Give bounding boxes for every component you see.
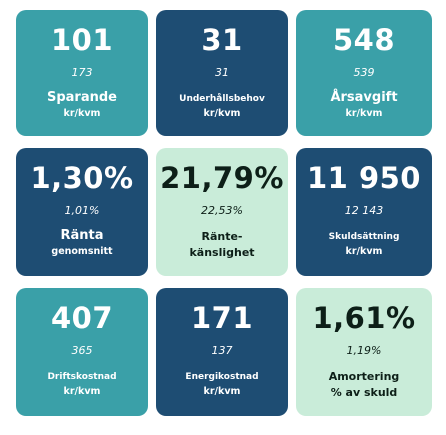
- tile-label: Driftskostnad: [47, 372, 117, 382]
- tile-previous-value: 22,53%: [201, 204, 243, 217]
- tile-value: 1,61%: [312, 301, 416, 335]
- tile-previous-value: 1,01%: [64, 204, 100, 217]
- tile-sublabel: kr/kvm: [203, 386, 241, 397]
- tile-label: Sparande: [46, 90, 117, 105]
- tile-sublabel: känslighet: [189, 246, 255, 259]
- tile-energikostnad: 171 137 Energikostnad kr/kvm: [156, 288, 288, 416]
- tile-previous-value: 365: [71, 344, 93, 357]
- tile-label: Energikostnad: [185, 372, 259, 382]
- tile-value: 11 950: [307, 161, 421, 195]
- tile-value: 171: [190, 301, 254, 335]
- tile-previous-value: 12 143: [344, 204, 384, 217]
- tile-label: Underhållsbehov: [179, 94, 265, 104]
- tile-sublabel: kr/kvm: [345, 246, 383, 257]
- tile-sublabel: kr/kvm: [63, 108, 101, 119]
- tile-previous-value: 539: [353, 66, 375, 79]
- tile-underhallsbehov: 31 31 Underhållsbehov kr/kvm: [156, 10, 288, 136]
- tile-sublabel: kr/kvm: [63, 386, 101, 397]
- tile-skuldsattning: 11 950 12 143 Skuldsättning kr/kvm: [296, 148, 432, 276]
- tile-label: Ränta: [60, 228, 104, 243]
- tile-value: 1,30%: [30, 161, 134, 195]
- tile-previous-value: 31: [215, 66, 229, 79]
- tile-value: 407: [50, 301, 114, 335]
- tile-previous-value: 173: [71, 66, 93, 79]
- tile-label: Skuldsättning: [328, 232, 400, 242]
- tile-value: 101: [50, 23, 114, 57]
- tile-amortering: 1,61% 1,19% Amortering % av skuld: [296, 288, 432, 416]
- tile-sublabel: % av skuld: [330, 386, 398, 399]
- tile-sublabel: kr/kvm: [203, 108, 241, 119]
- tile-label: Årsavgift: [330, 90, 398, 105]
- tile-sublabel: genomsnitt: [51, 246, 113, 257]
- tile-previous-value: 1,19%: [346, 344, 382, 357]
- tile-value: 548: [332, 23, 396, 57]
- tile-label: Ränte-: [201, 230, 243, 243]
- tile-ranta: 1,30% 1,01% Ränta genomsnitt: [16, 148, 148, 276]
- tile-driftskostnad: 407 365 Driftskostnad kr/kvm: [16, 288, 148, 416]
- tile-rantekanslighet: 21,79% 22,53% Ränte- känslighet: [156, 148, 288, 276]
- tile-previous-value: 137: [211, 344, 233, 357]
- tile-value: 31: [201, 23, 243, 57]
- tile-value: 21,79%: [160, 161, 284, 195]
- tile-sparande: 101 173 Sparande kr/kvm: [16, 10, 148, 136]
- tile-sublabel: kr/kvm: [345, 108, 383, 119]
- tile-arsavgift: 548 539 Årsavgift kr/kvm: [296, 10, 432, 136]
- tile-label: Amortering: [328, 370, 400, 383]
